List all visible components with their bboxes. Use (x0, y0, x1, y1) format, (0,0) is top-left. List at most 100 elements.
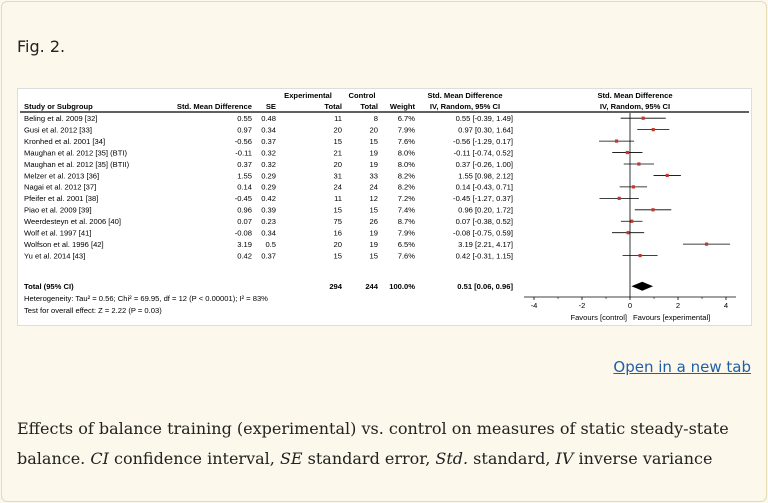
study-exp-total: 16 (334, 229, 342, 238)
study-ci: 0.96 [0.20, 1.72] (458, 206, 513, 215)
study-exp-total: 75 (334, 217, 342, 226)
study-point-estimate (630, 219, 634, 223)
header-study: Study or Subgroup (24, 102, 93, 111)
study-exp-total: 11 (334, 114, 342, 123)
study-smd: 0.37 (237, 160, 252, 169)
study-name: Pfeifer et al. 2001 [38] (24, 194, 98, 203)
study-point-estimate (651, 208, 655, 212)
header-control: Control (349, 91, 376, 100)
caption-abbrev: CI (90, 449, 109, 468)
study-smd: 1.55 (237, 171, 252, 180)
study-ci: -0.11 [-0.74, 0.52] (454, 148, 513, 157)
study-se: 0.37 (261, 251, 276, 260)
caption-text: confidence interval, (108, 449, 280, 468)
study-ci: 0.37 [-0.26, 1.00] (456, 160, 513, 169)
study-se: 0.29 (261, 171, 276, 180)
header-plot-ci: IV, Random, 95% CI (600, 102, 670, 111)
header-smd: Std. Mean Difference (177, 102, 252, 111)
study-point-estimate (704, 242, 709, 246)
study-name: Melzer et al. 2013 [36] (24, 171, 99, 180)
study-name: Weerdesteyn et al. 2006 [40] (24, 217, 121, 226)
study-ctl-total: 19 (370, 229, 378, 238)
forest-plot-panel: Experimental Control Std. Mean Difference S… (17, 88, 752, 326)
study-exp-total: 20 (334, 240, 342, 249)
x-axis-tick-label: 4 (724, 301, 728, 310)
total-label: Total (95% CI) (24, 282, 74, 291)
study-se: 0.34 (261, 229, 276, 238)
study-exp-total: 15 (334, 206, 342, 215)
study-se: 0.32 (261, 160, 276, 169)
study-weight: 8.2% (398, 171, 416, 180)
favours-control-label: Favours [control] (570, 313, 627, 322)
caption-text: inverse variance (573, 449, 713, 468)
study-point-estimate (626, 231, 630, 235)
study-smd: -0.45 (235, 194, 252, 203)
study-point-estimate (638, 254, 642, 258)
caption-abbrev: SE (279, 449, 303, 468)
caption-abbrev: IV (555, 449, 574, 468)
study-ctl-total: 12 (370, 194, 378, 203)
heterogeneity-text: Heterogeneity: Tau² = 0.56; Chi² = 69.95… (24, 294, 268, 303)
study-weight: 8.7% (398, 217, 416, 226)
study-ctl-total: 19 (370, 148, 378, 157)
study-smd: 0.96 (237, 206, 252, 215)
study-name: Piao et al. 2009 [39] (24, 206, 92, 215)
total-ctl: 244 (365, 282, 378, 291)
study-se: 0.37 (261, 137, 276, 146)
x-axis-tick-label: 2 (676, 301, 680, 310)
study-point-estimate (617, 196, 621, 200)
study-ctl-total: 33 (370, 171, 378, 180)
study-name: Beling et al. 2009 [32] (24, 114, 97, 123)
study-smd: 0.42 (237, 251, 252, 260)
study-se: 0.5 (265, 240, 276, 249)
study-ci: 0.42 [-0.31, 1.15] (456, 251, 513, 260)
study-exp-total: 24 (334, 183, 342, 192)
study-ctl-total: 15 (370, 206, 378, 215)
study-ctl-total: 19 (370, 240, 378, 249)
study-name: Maughan et al. 2012 [35] (BTII) (24, 160, 130, 169)
study-name: Nagai et al. 2012 [37] (24, 183, 96, 192)
study-exp-total: 20 (334, 160, 342, 169)
study-weight: 8.2% (398, 183, 416, 192)
study-exp-total: 21 (334, 148, 342, 157)
total-exp: 294 (329, 282, 342, 291)
total-weight: 100.0% (389, 282, 415, 291)
study-weight: 7.9% (398, 229, 416, 238)
study-point-estimate (631, 185, 635, 189)
study-name: Yu et al. 2014 [43] (24, 251, 85, 260)
study-point-estimate (614, 139, 619, 143)
study-weight: 6.7% (398, 114, 416, 123)
study-exp-total: 15 (334, 137, 342, 146)
study-ctl-total: 8 (374, 114, 378, 123)
study-se: 0.42 (261, 194, 276, 203)
study-ctl-total: 24 (370, 183, 378, 192)
study-ci: -0.08 [-0.75, 0.59] (453, 229, 513, 238)
open-in-new-tab-link[interactable]: Open in a new tab (613, 358, 751, 376)
caption-text: Effects of balance training (experimenta… (17, 419, 729, 468)
study-weight: 7.9% (398, 125, 416, 134)
study-smd: 0.55 (237, 114, 252, 123)
caption-text: standard error, (302, 449, 436, 468)
overall-effect-text: Test for overall effect: Z = 2.22 (P = 0… (24, 306, 162, 315)
figure-caption: Effects of balance training (experimenta… (17, 414, 752, 474)
study-se: 0.32 (261, 148, 276, 157)
study-ctl-total: 15 (370, 251, 378, 260)
header-ci: IV, Random, 95% CI (430, 102, 500, 111)
study-smd: -0.11 (235, 148, 252, 157)
caption-text: standard, (468, 449, 556, 468)
study-ctl-total: 26 (370, 217, 378, 226)
favours-experimental-label: Favours [experimental] (633, 313, 710, 322)
x-axis-tick-label: -2 (579, 301, 586, 310)
study-ctl-total: 15 (370, 137, 378, 146)
study-se: 0.48 (261, 114, 276, 123)
study-exp-total: 31 (334, 171, 342, 180)
study-ci: 3.19 [2.21, 4.17] (458, 240, 513, 249)
header-ctl-total: Total (360, 102, 378, 111)
header-weight: Weight (390, 102, 416, 111)
study-name: Wolf et al. 1997 [41] (24, 229, 91, 238)
study-weight: 8.0% (398, 160, 416, 169)
study-name: Maughan et al. 2012 [35] (BTI) (24, 148, 127, 157)
x-axis-tick-label: 0 (628, 301, 632, 310)
study-weight: 7.4% (398, 206, 416, 215)
study-exp-total: 11 (334, 194, 342, 203)
